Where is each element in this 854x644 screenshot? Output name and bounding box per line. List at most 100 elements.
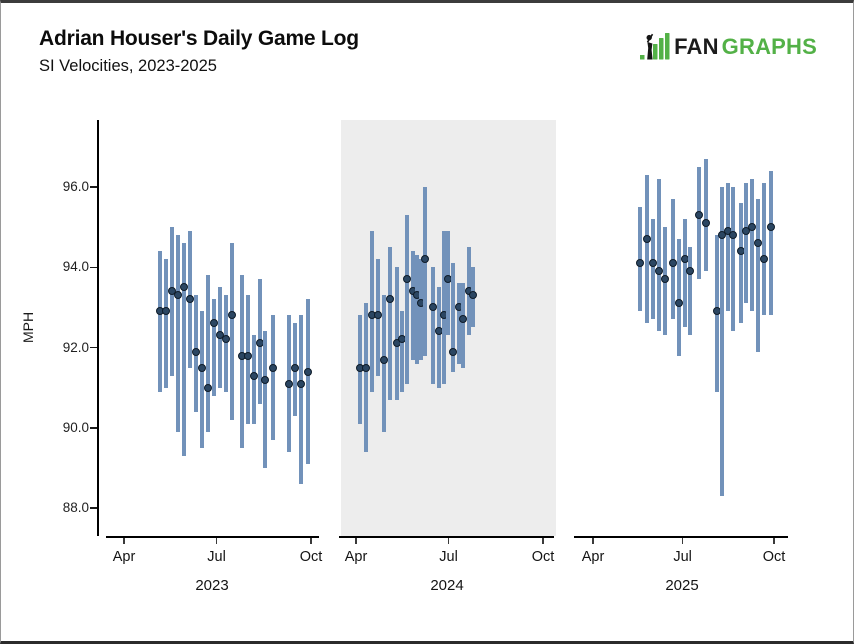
velocity-range-bar <box>230 243 235 420</box>
velocity-avg-point <box>180 283 189 292</box>
velocity-range-bar <box>749 178 754 312</box>
y-tick-mark <box>90 427 97 429</box>
velocity-range-bar <box>170 227 175 376</box>
velocity-avg-point <box>760 255 769 264</box>
velocity-range-bar <box>176 235 181 432</box>
velocity-avg-point <box>297 379 306 388</box>
x-tick-mark <box>355 538 357 544</box>
velocity-range-bar <box>657 178 662 332</box>
velocity-range-bar <box>688 247 693 336</box>
velocity-range-bar <box>400 311 404 392</box>
velocity-range-bar <box>306 299 310 464</box>
velocity-avg-point <box>669 259 677 268</box>
x-tick-label-month: Oct <box>299 549 323 565</box>
x-tick-mark <box>123 538 125 544</box>
velocity-range-bar <box>446 231 450 336</box>
velocity-avg-point <box>429 303 438 312</box>
velocity-avg-point <box>421 255 429 264</box>
velocity-range-bar <box>756 199 761 352</box>
x-tick-label-month: Oct <box>531 549 555 565</box>
velocity-avg-point <box>203 383 212 392</box>
velocity-avg-point <box>718 231 727 240</box>
fangraphs-logo-fan: FAN <box>674 33 719 59</box>
x-tick-mark <box>215 538 218 544</box>
velocity-range-bar <box>768 170 773 316</box>
velocity-avg-point <box>174 291 183 300</box>
x-tick-label-month: Oct <box>762 549 786 565</box>
velocity-range-bar <box>650 219 655 320</box>
velocity-avg-point <box>636 259 645 268</box>
velocity-avg-point <box>674 299 683 308</box>
velocity-avg-point <box>469 291 478 300</box>
y-tick-label: 88.0 <box>62 500 89 515</box>
velocity-range-bar <box>262 331 267 468</box>
velocity-range-bar <box>676 239 681 356</box>
velocity-range-bar <box>682 219 687 328</box>
y-tick-mark <box>90 186 97 188</box>
velocity-avg-point <box>191 347 200 356</box>
velocity-range-bar <box>431 267 436 384</box>
velocity-range-bar <box>182 243 187 456</box>
velocity-range-bar <box>457 283 462 364</box>
velocity-avg-point <box>403 275 412 284</box>
y-tick-mark <box>90 346 97 349</box>
velocity-avg-point <box>290 363 299 372</box>
velocity-range-bar <box>730 187 735 332</box>
velocity-range-bar <box>644 174 649 324</box>
x-axis-year-label: 2024 <box>430 577 464 594</box>
velocity-range-bar <box>271 315 276 440</box>
velocity-range-bar <box>382 295 387 432</box>
velocity-range-bar <box>251 335 256 424</box>
velocity-avg-point <box>228 311 237 320</box>
velocity-range-bar <box>363 303 368 452</box>
x-axis-year-label: 2023 <box>195 577 229 594</box>
x-tick-label-month: Apr <box>112 549 136 565</box>
velocity-avg-point <box>754 239 763 248</box>
velocity-range-bar <box>423 187 427 356</box>
x-axis-line <box>106 536 319 538</box>
x-tick-label-month: Jul <box>673 549 692 565</box>
velocity-range-bar <box>239 275 244 448</box>
velocity-range-bar <box>743 182 748 304</box>
y-tick-label: 90.0 <box>62 419 89 435</box>
velocity-avg-point <box>741 227 750 236</box>
fangraphs-logo: FAN GRAPHS <box>640 33 817 60</box>
x-axis-line <box>574 536 788 538</box>
x-axis-line <box>339 536 554 538</box>
velocity-avg-point <box>221 335 230 344</box>
velocity-range-bar <box>245 295 250 424</box>
velocity-range-bar <box>405 215 410 384</box>
velocity-range-bar <box>671 199 675 320</box>
x-tick-label-month: Apr <box>581 549 605 565</box>
velocity-avg-point <box>655 267 664 276</box>
velocity-avg-point <box>243 351 252 360</box>
x-tick-mark <box>542 538 544 544</box>
velocity-range-bar <box>164 259 169 388</box>
fangraphs-logo-graphs: GRAPHS <box>721 33 817 59</box>
x-tick-label-month: Jul <box>439 549 458 565</box>
velocity-avg-point <box>701 219 710 228</box>
velocity-avg-point <box>386 295 395 304</box>
velocity-avg-point <box>304 367 312 376</box>
velocity-avg-point <box>186 295 194 304</box>
velocity-range-bar <box>419 259 424 360</box>
x-tick-mark <box>592 538 594 544</box>
x-tick-label-month: Apr <box>344 549 368 565</box>
velocity-avg-point <box>458 315 467 324</box>
x-tick-mark <box>447 538 450 544</box>
x-tick-label-month: Jul <box>207 549 226 565</box>
page-subtitle: SI Velocities, 2023-2025 <box>39 57 217 75</box>
velocity-range-bar <box>199 311 204 448</box>
velocity-range-bar <box>414 255 419 364</box>
velocity-range-bar <box>442 231 447 384</box>
fangraphs-batter-icon <box>640 33 670 60</box>
velocity-avg-point <box>648 259 657 268</box>
velocity-range-bar <box>762 182 767 316</box>
velocity-range-bar <box>437 287 442 388</box>
velocity-avg-point <box>260 375 269 384</box>
velocity-avg-point <box>269 363 278 372</box>
velocity-avg-point <box>449 347 458 356</box>
y-tick-label: 92.0 <box>62 339 89 355</box>
x-axis-year-label: 2025 <box>665 577 699 594</box>
